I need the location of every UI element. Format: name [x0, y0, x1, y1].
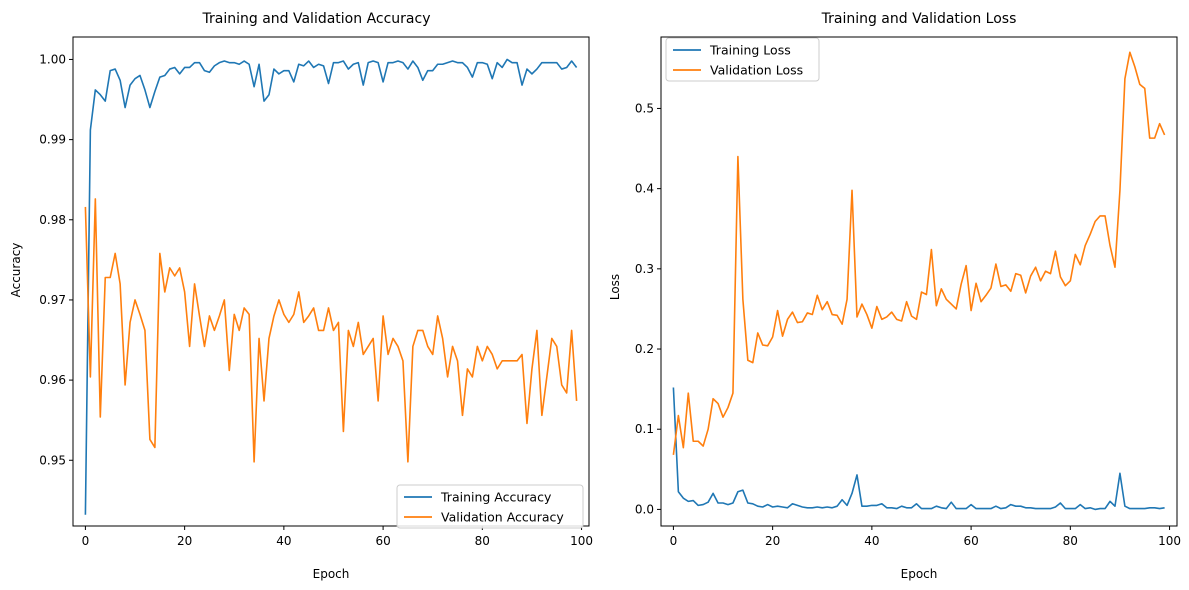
series-line-validation-loss	[672, 51, 1166, 455]
plot-frame	[660, 36, 1178, 527]
plot-frame	[72, 36, 590, 527]
series-line-training-accuracy	[84, 58, 578, 515]
y-tick-label: 0.95	[39, 453, 66, 467]
data-series	[84, 58, 578, 515]
y-tick-label: 0.96	[39, 373, 66, 387]
x-tick-label: 20	[765, 534, 780, 548]
y-tick-label: 0.4	[635, 182, 654, 196]
x-axis-label: Epoch	[313, 567, 350, 581]
axis-ticks: 0 20 40 60 80 100 0.95 0.96 0.97 0.98 0.99 1.00	[39, 52, 593, 548]
legend-entry-label: Validation Accuracy	[441, 510, 564, 525]
y-tick-label: 0.3	[635, 262, 654, 276]
x-tick-label: 0	[82, 534, 90, 548]
legend-entry-label: Validation Loss	[710, 63, 803, 78]
x-tick-label: 80	[1063, 534, 1078, 548]
accuracy-chart: Training and Validation Accuracy Epoch A…	[9, 11, 593, 581]
y-tick-label: 0.1	[635, 422, 654, 436]
legend-entry-label: Training Accuracy	[440, 490, 552, 505]
chart-title: Training and Validation Accuracy	[202, 11, 431, 27]
y-tick-label: 0.0	[635, 502, 654, 516]
x-tick-label: 80	[475, 534, 490, 548]
legend: Training Loss Validation Loss	[665, 37, 820, 82]
legend-box	[665, 37, 820, 82]
legend: Training Accuracy Validation Accuracy	[396, 484, 584, 529]
y-tick-label: 0.2	[635, 342, 654, 356]
x-tick-label: 40	[864, 534, 879, 548]
x-axis-label: Epoch	[901, 567, 938, 581]
y-tick-label: 0.5	[635, 101, 654, 115]
data-series	[672, 51, 1166, 511]
y-tick-label: 1.00	[39, 52, 66, 66]
x-tick-label: 20	[177, 534, 192, 548]
x-tick-label: 60	[375, 534, 390, 548]
legend-entry-label: Training Loss	[709, 43, 791, 58]
y-tick-label: 0.99	[39, 133, 66, 147]
loss-chart: Training and Validation Loss Epoch Loss …	[608, 11, 1181, 581]
x-tick-label: 40	[276, 534, 291, 548]
x-tick-label: 0	[670, 534, 678, 548]
axis-ticks: 0 20 40 60 80 100 0.0 0.1 0.2 0.3 0.4 0.5	[635, 101, 1181, 548]
x-tick-label: 60	[963, 534, 978, 548]
x-tick-label: 100	[570, 534, 593, 548]
chart-title: Training and Validation Loss	[821, 11, 1017, 27]
series-line-validation-accuracy	[84, 198, 578, 463]
y-axis-label: Accuracy	[9, 243, 23, 298]
x-tick-label: 100	[1158, 534, 1181, 548]
series-line-training-loss	[672, 387, 1165, 511]
y-tick-label: 0.97	[39, 293, 66, 307]
legend-box	[396, 484, 584, 529]
y-tick-label: 0.98	[39, 213, 66, 227]
y-axis-label: Loss	[608, 274, 622, 300]
